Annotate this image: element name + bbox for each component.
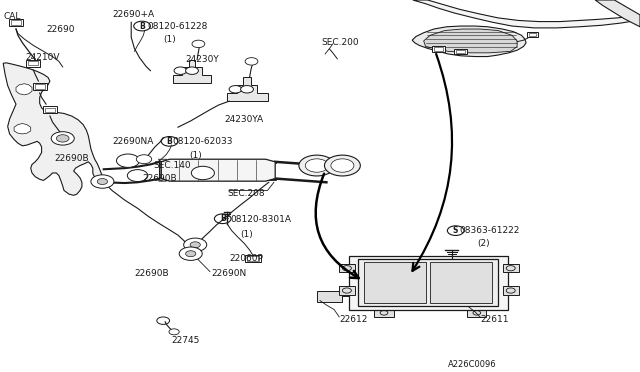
Circle shape [127,170,148,182]
Text: 22690: 22690 [46,25,75,34]
Bar [434,47,443,51]
Text: 22690B: 22690B [143,174,177,183]
Polygon shape [14,124,31,134]
Circle shape [245,58,258,65]
Circle shape [56,135,69,142]
Circle shape [305,159,328,172]
Text: B: B [167,137,172,146]
Circle shape [116,154,140,167]
Text: 22612: 22612 [339,315,367,324]
Text: 22690NA: 22690NA [112,137,154,146]
Text: SEC.140: SEC.140 [154,161,191,170]
Bar [454,49,467,54]
Text: 22060P: 22060P [229,254,263,263]
Bar [358,259,498,306]
Circle shape [122,157,134,164]
Polygon shape [349,256,508,310]
Text: SEC.208: SEC.208 [227,189,265,198]
Circle shape [192,40,205,48]
Circle shape [241,86,253,93]
Circle shape [91,175,114,188]
Text: 24230Y: 24230Y [186,55,220,64]
Text: (1): (1) [163,35,176,44]
Bar [11,20,21,25]
Circle shape [179,247,202,260]
Circle shape [331,159,354,172]
Polygon shape [424,29,517,53]
Text: 22690B: 22690B [134,269,169,278]
Bar [527,32,538,37]
Bar [467,309,486,317]
Text: 22611: 22611 [480,315,509,324]
Bar [247,256,259,261]
Text: 22690B: 22690B [54,154,89,163]
Text: A226C0096: A226C0096 [448,360,497,369]
Bar [26,60,40,67]
Bar [9,19,23,26]
Circle shape [324,155,360,176]
Text: B: B [220,214,225,223]
Bar [374,309,394,317]
Text: S: S [453,226,458,235]
Bar [503,264,519,272]
Polygon shape [3,63,104,195]
Text: 24210V: 24210V [26,53,60,62]
Circle shape [136,155,152,164]
Bar [364,262,426,303]
Bar [245,255,261,262]
Circle shape [97,179,108,185]
Text: B: B [140,22,145,31]
Text: SEC.200: SEC.200 [321,38,359,47]
Text: (1): (1) [240,230,253,239]
Bar [429,262,492,303]
Polygon shape [173,60,211,83]
Text: CAL: CAL [3,12,20,21]
Circle shape [186,67,198,74]
Bar [456,50,465,53]
Bar [529,33,536,36]
Text: 08120-62033: 08120-62033 [173,137,234,146]
Polygon shape [595,0,640,27]
Text: (1): (1) [189,151,202,160]
Circle shape [169,329,179,335]
Circle shape [186,251,196,257]
Polygon shape [317,291,342,302]
Circle shape [131,172,144,179]
Text: 22745: 22745 [172,336,200,345]
Bar [28,61,38,65]
Circle shape [299,155,335,176]
Circle shape [174,67,187,74]
Circle shape [191,166,214,180]
Text: 08120-61228: 08120-61228 [147,22,207,31]
Circle shape [229,86,242,93]
Circle shape [190,242,200,248]
Bar [43,106,57,113]
Circle shape [184,238,207,251]
Text: (2): (2) [477,239,490,248]
Bar [339,264,355,272]
Polygon shape [227,77,268,101]
Polygon shape [161,159,275,181]
Bar [35,84,45,89]
Text: 08120-8301A: 08120-8301A [230,215,291,224]
Polygon shape [159,159,166,181]
Polygon shape [413,0,640,28]
Polygon shape [412,26,526,57]
Polygon shape [16,84,32,95]
Text: 08363-61222: 08363-61222 [460,226,520,235]
Text: 24230YA: 24230YA [224,115,263,124]
Text: 22690N: 22690N [211,269,246,278]
Bar [339,286,355,295]
Bar [33,83,47,90]
Bar [432,46,445,52]
Text: 22690+A: 22690+A [112,10,154,19]
Bar [503,286,519,295]
Circle shape [51,132,74,145]
Bar [45,108,55,112]
